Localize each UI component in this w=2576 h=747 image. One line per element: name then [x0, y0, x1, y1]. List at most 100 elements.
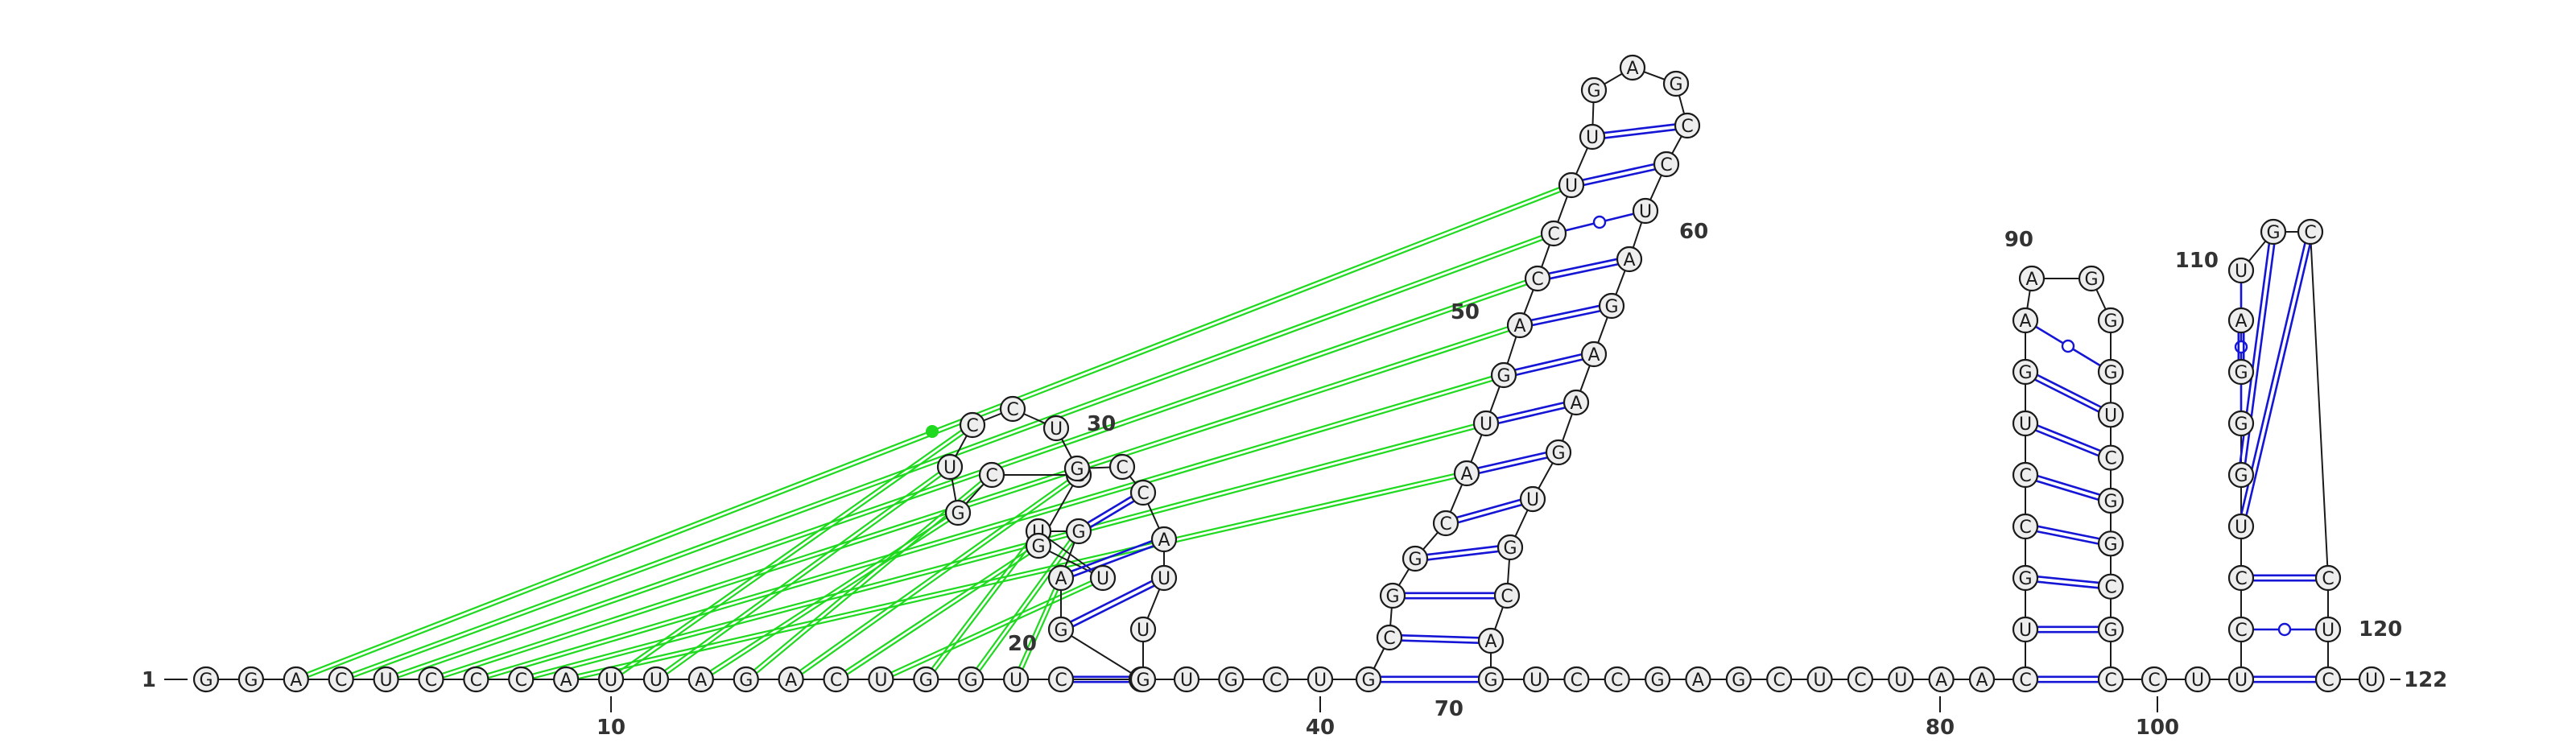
nucleotide-7: C	[464, 667, 488, 691]
position-label-80: 80	[1926, 716, 1955, 740]
nucleotide-letter: A	[1570, 394, 1582, 414]
nucleotide-letter: C	[2322, 569, 2334, 589]
nucleotide-33: C	[1001, 397, 1025, 421]
nucleotide-63: C	[1654, 152, 1678, 176]
nucleotide-39: U	[1152, 566, 1176, 590]
nucleotide-letter: G	[2018, 363, 2032, 383]
canonical-pair-92-100	[2036, 426, 2101, 456]
nucleotide-76: C	[1564, 667, 1588, 691]
nucleotide-letter: C	[1773, 671, 1785, 691]
nucleotide-letter: U	[1096, 569, 1109, 589]
canonical-pair-87-105	[2037, 677, 2099, 682]
nucleotide-letter: G	[1408, 550, 1422, 570]
canonical-pair-49-71	[1427, 547, 1499, 560]
canonical-pair-47-73	[1402, 635, 1479, 642]
nucleotide-letter: G	[1503, 539, 1517, 559]
nucleotide-12: A	[689, 667, 713, 691]
nucleotide-89: G	[2013, 566, 2037, 590]
backbone-segment	[1061, 629, 1141, 679]
nucleotide-letter: C	[1660, 155, 1672, 175]
nucleotide-115: A	[2229, 308, 2253, 332]
nucleotide-letter: C	[1116, 458, 1128, 478]
canonical-pair-58-62	[1604, 125, 1676, 138]
nucleotide-letter: G	[1651, 671, 1665, 691]
nucleotide-11: U	[644, 667, 668, 691]
nucleotide-10: U	[599, 667, 623, 691]
nucleotide-100: C	[2099, 446, 2123, 470]
wobble-pair-94-98	[2036, 327, 2100, 365]
position-label-20: 20	[1008, 632, 1037, 656]
nucleotide-letter: C	[1006, 400, 1018, 420]
nucleotide-70: U	[1521, 487, 1545, 511]
wobble-pair-56-64	[1566, 214, 1634, 231]
nucleotide-85: A	[1930, 667, 1954, 691]
nucleotide-14: A	[779, 667, 803, 691]
nucleotide-letter: U	[2019, 621, 2032, 641]
nucleotide-17: G	[914, 667, 938, 691]
canonical-pair-51-69	[1478, 452, 1547, 473]
nucleotide-120: U	[2316, 617, 2340, 642]
nucleotide-letter: G	[1071, 522, 1085, 543]
nucleotide-61: G	[1664, 72, 1688, 96]
nucleotide-35: G	[1065, 456, 1089, 481]
nucleotide-letter: C	[1269, 671, 1282, 691]
pseudoknot-line-15-27-b	[835, 544, 1037, 678]
nucleotide-letter: G	[2018, 569, 2032, 589]
nucleotide-letter: U	[1050, 419, 1063, 440]
nucleotide-94: A	[2013, 308, 2037, 332]
pseudoknot-line-5-55-b	[386, 277, 1537, 678]
nucleotide-38: A	[1152, 527, 1176, 551]
base-pairs	[1071, 125, 2316, 683]
canonical-pair-90-102	[2037, 526, 2099, 544]
nucleotide-letter: G	[1031, 537, 1045, 557]
nucleotide-letter: U	[2322, 621, 2334, 641]
nucleotide-letter: C	[1547, 225, 1559, 245]
nucleotide-letter: C	[1611, 671, 1623, 691]
nucleotide-22: G	[1049, 617, 1073, 642]
nucleotide-54: A	[1508, 313, 1532, 337]
nucleotide-75: U	[1524, 667, 1548, 691]
nucleotide-letter: C	[2104, 671, 2116, 691]
nucleotides: GGACUCCCAUUAGACUGGUCGGAGUUGCCGUCCUGCCAUU…	[194, 56, 2384, 691]
nucleotide-letter: A	[1460, 464, 1472, 485]
nucleotide-letter: A	[2235, 312, 2247, 332]
nucleotide-letter: A	[560, 671, 572, 691]
nucleotide-letter: G	[1070, 460, 1084, 480]
nucleotide-15: C	[824, 667, 848, 691]
nucleotide-69: G	[1546, 440, 1571, 464]
nucleotide-letter: U	[874, 671, 887, 691]
nucleotide-110: C	[2229, 566, 2253, 590]
nucleotide-letter: A	[695, 671, 707, 691]
nucleotide-letter: G	[2234, 466, 2248, 486]
nucleotide-4: C	[329, 667, 353, 691]
nucleotide-103: C	[2099, 575, 2123, 599]
nucleotide-96: G	[2079, 266, 2103, 291]
pseudoknot-line-7-53	[477, 377, 1505, 681]
nucleotide-118: C	[2298, 220, 2322, 244]
nucleotide-29: C	[980, 463, 1004, 487]
nucleotide-55: C	[1525, 266, 1550, 291]
nucleotide-32: C	[960, 413, 985, 437]
nucleotide-letter: G	[1496, 366, 1510, 386]
nucleotide-2: G	[239, 667, 263, 691]
nucleotide-letter: C	[515, 671, 527, 691]
nucleotide-letter: C	[1383, 629, 1395, 649]
nucleotide-112: G	[2229, 463, 2253, 487]
nucleotide-letter: C	[966, 416, 978, 436]
nucleotide-71: G	[1498, 535, 1522, 559]
nucleotide-letter: G	[739, 671, 753, 691]
nucleotide-90: C	[2013, 514, 2037, 539]
nucleotide-68: A	[1564, 390, 1588, 415]
nucleotide-67: A	[1582, 342, 1606, 366]
position-label-100: 100	[2136, 716, 2179, 740]
nucleotide-letter: C	[1055, 671, 1067, 691]
nucleotide-letter: A	[2019, 312, 2031, 332]
canonical-pair-88-104	[2037, 627, 2099, 632]
nucleotide-letter: G	[1224, 671, 1238, 691]
nucleotide-letter: G	[2103, 312, 2117, 332]
nucleotide-letter: A	[290, 671, 302, 691]
nucleotide-letter: A	[1935, 671, 1947, 691]
nucleotide-8: C	[509, 667, 533, 691]
nucleotide-letter: C	[1571, 671, 1583, 691]
